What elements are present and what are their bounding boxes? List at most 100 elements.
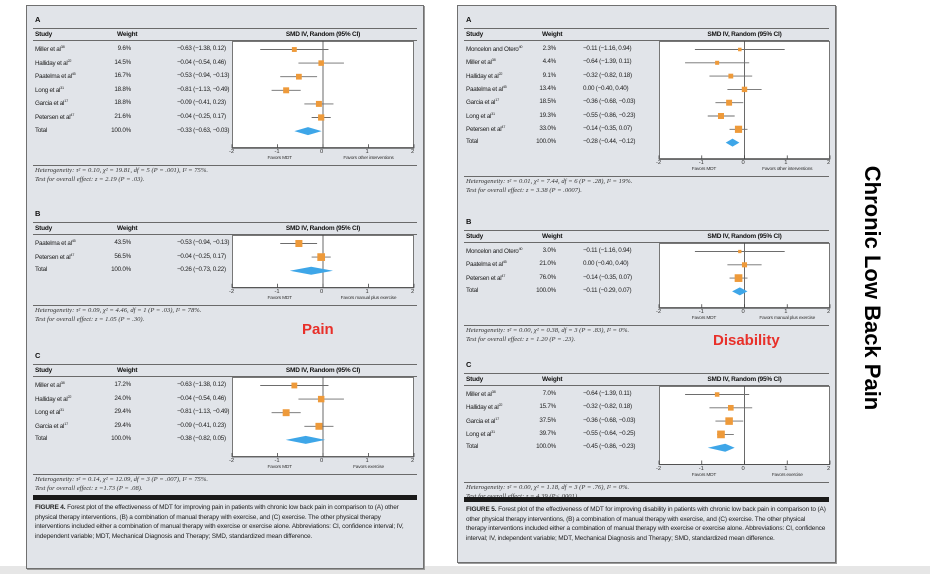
reference-number: 17 xyxy=(64,421,68,426)
study-marker xyxy=(727,404,734,411)
x-tick-label: -1 xyxy=(274,458,280,464)
study-weight: 4.4% xyxy=(542,58,557,66)
column-header-study: Study xyxy=(466,376,484,383)
reference-number: 31 xyxy=(491,429,495,434)
study-name-text: Paatelma et al xyxy=(35,240,72,247)
header-rule xyxy=(464,385,829,386)
study-marker xyxy=(728,73,734,79)
x-tick-label: -2 xyxy=(229,458,235,464)
effect-size-ci: −0.11 (−0.29, 0.07) xyxy=(583,286,632,294)
study-name: Long et al31 xyxy=(466,430,495,438)
study-name: Paatelma et al45 xyxy=(35,239,76,247)
effect-size-ci: −0.36 (−0.68, −0.03) xyxy=(583,416,636,424)
study-weight: 18.5% xyxy=(539,98,556,106)
effect-size-ci: −0.81 (−1.13, −0.49) xyxy=(177,85,230,93)
study-name-text: Miller et al xyxy=(466,59,492,67)
reference-number: 22 xyxy=(67,58,72,63)
forest-plot-svg xyxy=(658,41,831,160)
column-header-study: Study xyxy=(466,233,484,240)
study-name-text: Garcia et al xyxy=(466,417,496,425)
reference-number: 17 xyxy=(64,99,68,104)
study-name-text: Long et al xyxy=(35,86,61,94)
effect-size-ci: −0.38 (−0.82, 0.05) xyxy=(177,435,226,443)
forest-plot-svg xyxy=(658,243,831,309)
footer-rule xyxy=(464,481,829,483)
study-marker xyxy=(317,253,326,261)
favors-right-label: Favors other interventions xyxy=(343,156,394,162)
study-name-text: Total xyxy=(466,286,479,294)
figure-4-pain: A Study Weight SMD IV, Random (95% CI) Mille… xyxy=(26,5,424,569)
pooled-effect-diamond xyxy=(732,287,748,296)
favors-right-label: Favors exercise xyxy=(353,465,384,470)
effect-size-ci: −0.32 (−0.82, 0.18) xyxy=(583,403,632,411)
x-tick-label: 2 xyxy=(411,149,415,156)
study-weight: 56.5% xyxy=(114,252,131,260)
overall-effect-test: Test for overall effect: z = 1.05 (P = .… xyxy=(35,315,145,323)
favors-left-label: Favors MDT xyxy=(267,465,293,470)
effect-size-ci: −0.28 (−0.44, −0.12) xyxy=(583,138,636,146)
effect-size-ci: −0.14 (−0.35, 0.07) xyxy=(583,273,632,281)
effect-size-ci: −0.45 (−0.86, −0.23) xyxy=(583,443,636,451)
header-rule xyxy=(464,230,829,231)
study-name: Petersen et al47 xyxy=(466,125,505,133)
study-name-text: Petersen et al xyxy=(35,114,71,121)
study-marker xyxy=(317,395,325,403)
footer-rule xyxy=(464,176,829,178)
forest-plot-svg xyxy=(658,386,831,465)
study-name-text: Petersen et al xyxy=(35,253,71,261)
x-tick-label: 0 xyxy=(741,465,745,472)
study-weight: 13.4% xyxy=(539,84,556,92)
effect-size-ci: −0.04 (−0.54, 0.46) xyxy=(177,58,226,66)
x-tick-label: 0 xyxy=(741,160,745,167)
reference-number: 22 xyxy=(67,394,72,399)
study-weight: 7.0% xyxy=(542,390,557,397)
study-name: Halliday et al22 xyxy=(35,394,72,403)
study-marker xyxy=(714,392,720,397)
x-tick-label: -2 xyxy=(656,309,662,316)
side-title: Chronic Low Back Pain xyxy=(860,165,885,411)
heterogeneity-stats: Heterogeneity: τ² = 0.10, χ² = 19.81, df… xyxy=(35,167,208,175)
x-tick-label: -1 xyxy=(274,288,280,295)
study-name: Moncelon and Otero40 xyxy=(466,247,523,255)
study-name-text: Petersen et al xyxy=(466,125,502,133)
pooled-effect-diamond xyxy=(725,138,740,147)
reference-number: 38 xyxy=(60,381,65,385)
effect-size-ci: −0.04 (−0.25, 0.17) xyxy=(177,252,226,260)
study-name-text: Petersen et al xyxy=(466,274,502,282)
study-marker xyxy=(717,112,724,120)
reference-number: 40 xyxy=(518,45,523,49)
x-tick-label: -1 xyxy=(274,149,280,156)
column-header-effect: SMD IV, Random (95% CI) xyxy=(707,233,782,240)
effect-size-ci: −0.36 (−0.68, −0.03) xyxy=(583,98,636,106)
study-weight: 39.7% xyxy=(539,429,556,437)
effect-size-ci: −0.55 (−0.64, −0.25) xyxy=(583,429,636,437)
x-tick-label: -1 xyxy=(698,465,704,472)
study-marker xyxy=(282,409,290,417)
outcome-label-pain: Pain xyxy=(302,321,334,338)
study-weight: 29.4% xyxy=(114,408,131,416)
reference-number: 40 xyxy=(518,247,523,251)
heterogeneity-stats: Heterogeneity: τ² = 0.01, χ² = 7.44, df … xyxy=(466,178,633,186)
panel-letter: A xyxy=(466,15,472,24)
study-name-text: Halliday et al xyxy=(35,395,68,403)
total-label: Total xyxy=(35,435,47,442)
study-marker xyxy=(315,100,322,107)
reference-number: 38 xyxy=(491,390,496,394)
x-tick-label: 0 xyxy=(320,288,324,295)
total-label: Total xyxy=(466,287,478,294)
header-rule xyxy=(33,28,417,29)
reference-number: 22 xyxy=(498,71,503,76)
study-name-text: Halliday et al xyxy=(466,404,499,412)
effect-size-ci: −0.26 (−0.73, 0.22) xyxy=(177,266,226,274)
figure-5-caption-title: FIGURE 5. xyxy=(466,506,497,513)
effect-size-ci: −0.04 (−0.25, 0.17) xyxy=(177,113,226,120)
column-header-weight: Weight xyxy=(117,31,138,38)
study-marker xyxy=(318,114,325,121)
overall-effect-test: Test for overall effect: z =1.73 (P = .0… xyxy=(35,485,143,492)
study-name: Paatelma et al45 xyxy=(35,72,76,80)
total-label: Total xyxy=(466,138,478,145)
forest-plot-svg xyxy=(231,41,415,149)
header-rule xyxy=(33,40,417,41)
x-tick-label: -2 xyxy=(656,160,662,167)
heterogeneity-stats: Heterogeneity: τ² = 0.14, χ² = 12.09, df… xyxy=(35,476,208,483)
